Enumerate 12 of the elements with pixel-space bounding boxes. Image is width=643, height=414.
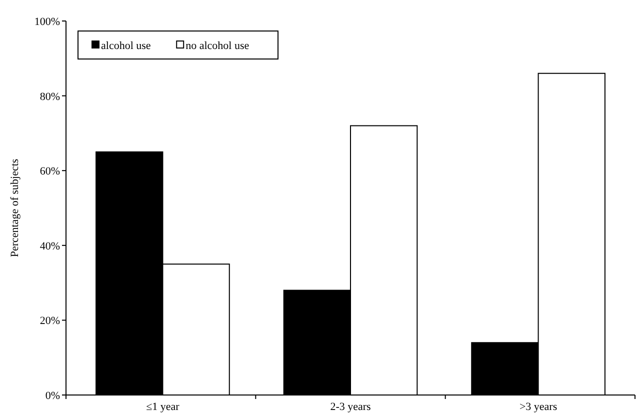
y-tick-label: 60% bbox=[40, 166, 60, 178]
legend-label: alcohol use bbox=[101, 40, 151, 52]
y-tick-label: 0% bbox=[45, 390, 60, 402]
y-tick-label: 20% bbox=[40, 315, 60, 328]
x-tick-label: 2-3 years bbox=[330, 401, 371, 413]
x-tick-label: >3 years bbox=[519, 401, 558, 413]
y-tick-label: 80% bbox=[40, 90, 60, 103]
legend-label: no alcohol use bbox=[186, 40, 250, 52]
x-tick-label: ≤1 year bbox=[146, 401, 180, 413]
y-tick-label: 100% bbox=[34, 16, 60, 28]
y-axis-title: Percentage of subjects bbox=[9, 158, 21, 258]
y-tick-label: 40% bbox=[40, 240, 60, 252]
